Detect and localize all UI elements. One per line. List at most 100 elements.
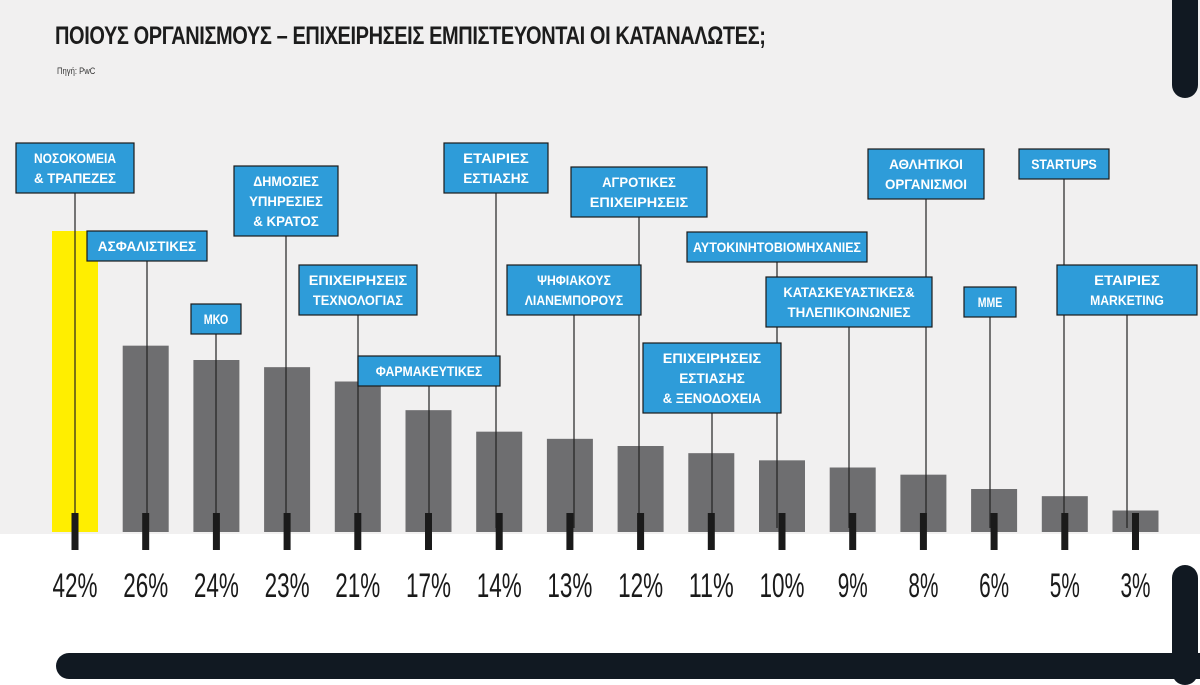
value-label: 17% bbox=[406, 567, 451, 605]
value-label: 26% bbox=[123, 567, 168, 605]
category-label-text: ΟΡΓΑΝΙΣΜΟΙ bbox=[885, 176, 967, 192]
category-label-text: & ΞΕΝΟΔΟΧΕΙΑ bbox=[663, 390, 761, 406]
baseline-marker bbox=[566, 513, 574, 550]
category-label-14: ΜΜΕ bbox=[963, 286, 1017, 318]
source-note: Πηγή: PwC bbox=[57, 66, 96, 76]
baseline-marker bbox=[849, 513, 857, 550]
category-label-box bbox=[765, 276, 933, 328]
category-label-8: ΨΗΦΙΑΚΟΥΣ ΛΙΑΝΕΜΠΟΡΟΥΣ bbox=[506, 264, 642, 316]
category-label-text: ΨΗΦΙΑΚΟΥΣ bbox=[537, 272, 611, 288]
category-label-text: ΕΤΑΙΡΙΕΣ bbox=[463, 150, 529, 166]
value-label: 23% bbox=[265, 567, 310, 605]
baseline-marker bbox=[1061, 513, 1069, 550]
category-label-text: ΤΗΛΕΠΙΚΟΙΝΩΝΙΕΣ bbox=[788, 304, 911, 320]
value-label: 12% bbox=[618, 567, 663, 605]
value-label: 11% bbox=[689, 567, 734, 605]
value-label: 10% bbox=[760, 567, 805, 605]
category-label-box bbox=[443, 142, 549, 194]
category-label-box bbox=[15, 142, 135, 194]
category-label-10: ΕΠΙΧΕΙΡΗΣΕΙΣ ΕΣΤΙΑΣΗΣ & ΞΕΝΟΔΟΧΕΙΑ bbox=[642, 342, 782, 414]
category-label-text: ΕΣΤΙΑΣΗΣ bbox=[463, 170, 529, 186]
category-label-box bbox=[570, 166, 708, 218]
baseline-marker bbox=[1132, 513, 1139, 550]
category-label-box bbox=[506, 264, 642, 316]
category-label-3: ΜΚΟ bbox=[190, 303, 242, 335]
baseline-marker bbox=[707, 513, 715, 550]
baseline-marker bbox=[778, 513, 786, 550]
category-label-text: ΛΙΑΝΕΜΠΟΡΟΥΣ bbox=[525, 292, 623, 308]
bar-2 bbox=[122, 345, 169, 532]
category-label-text: ΤΕΧΝΟΛΟΓΙΑΣ bbox=[313, 292, 403, 308]
value-label: 5% bbox=[1050, 567, 1080, 605]
category-label-text: ΜΜΕ bbox=[978, 294, 1003, 310]
baseline-marker bbox=[212, 513, 220, 550]
category-label-text: & ΤΡΑΠΕΖΕΣ bbox=[34, 170, 116, 186]
category-label-text: ΕΣΤΙΑΣΗΣ bbox=[679, 370, 745, 386]
category-label-text: ΕΤΑΙΡΙΕΣ bbox=[1094, 272, 1160, 288]
baseline-marker bbox=[919, 513, 927, 550]
category-label-box bbox=[86, 230, 208, 262]
category-label-text: ΑΥΤΟΚΙΝΗΤΟΒΙΟΜΗΧΑΝΙΕΣ bbox=[693, 239, 861, 255]
category-label-4: ΔΗΜΟΣΙΕΣ ΥΠΗΡΕΣΙΕΣ & ΚΡΑΤΟΣ bbox=[233, 165, 339, 237]
category-label-box bbox=[1056, 264, 1198, 316]
category-label-box bbox=[642, 342, 782, 414]
category-label-text: ΔΗΜΟΣΙΕΣ bbox=[253, 173, 319, 189]
category-label-11: ΑΥΤΟΚΙΝΗΤΟΒΙΟΜΗΧΑΝΙΕΣ bbox=[686, 231, 868, 263]
decorative-corner-bar-top bbox=[1172, 0, 1198, 98]
category-label-16: ΕΤΑΙΡΙΕΣ MARKETING bbox=[1056, 264, 1198, 316]
baseline-marker bbox=[71, 513, 79, 550]
category-label-box bbox=[298, 264, 418, 316]
category-label-2: ΑΣΦΑΛΙΣΤΙΚΕΣ bbox=[86, 230, 208, 262]
category-label-text: ΝΟΣΟΚΟΜΕΙΑ bbox=[34, 150, 116, 166]
value-label: 3% bbox=[1121, 567, 1151, 605]
baseline-marker bbox=[495, 513, 503, 550]
baseline-marker bbox=[354, 513, 362, 550]
category-labels-layer: ΝΟΣΟΚΟΜΕΙΑ & ΤΡΑΠΕΖΕΣ ΑΣΦΑΛΙΣΤΙΚΕΣ ΜΚΟ ΔΗΜΟΣ… bbox=[15, 142, 1198, 414]
category-label-text: ΥΠΗΡΕΣΙΕΣ bbox=[249, 193, 323, 209]
value-label: 14% bbox=[477, 567, 522, 605]
value-labels-layer: 42% 26% 24% 23% 21% 17% 14% 13% 12% 11% 10% 9% 8% 6% 5… bbox=[53, 567, 1151, 605]
category-label-text: ΑΘΛΗΤΙΚΟΙ bbox=[889, 156, 963, 172]
category-label-box bbox=[1018, 148, 1110, 180]
value-label: 21% bbox=[335, 567, 380, 605]
category-label-text: MARKETING bbox=[1090, 292, 1164, 308]
bar-4 bbox=[264, 367, 311, 532]
category-label-box bbox=[867, 148, 985, 200]
value-label: 13% bbox=[547, 567, 592, 605]
category-label-text: STARTUPS bbox=[1031, 156, 1097, 172]
category-label-1: ΝΟΣΟΚΟΜΕΙΑ & ΤΡΑΠΕΖΕΣ bbox=[15, 142, 135, 194]
category-label-text: ΕΠΙΧΕΙΡΗΣΕΙΣ bbox=[309, 272, 407, 288]
baseline-marker bbox=[637, 513, 645, 550]
category-label-box bbox=[190, 303, 242, 335]
category-label-6: ΦΑΡΜΑΚΕΥΤΙΚΕΣ bbox=[357, 355, 501, 387]
category-label-text: & ΚΡΑΤΟΣ bbox=[253, 213, 319, 229]
baseline-marker bbox=[425, 513, 432, 550]
value-label: 42% bbox=[53, 567, 98, 605]
category-label-text: ΕΠΙΧΕΙΡΗΣΕΙΣ bbox=[663, 350, 761, 366]
value-label: 6% bbox=[979, 567, 1009, 605]
category-label-13: ΑΘΛΗΤΙΚΟΙ ΟΡΓΑΝΙΣΜΟΙ bbox=[867, 148, 985, 200]
category-label-text: ΑΓΡΟΤΙΚΕΣ bbox=[602, 174, 676, 190]
baseline-marker bbox=[142, 513, 150, 550]
chart-title: ΠΟΙΟΥΣ ΟΡΓΑΝΙΣΜΟΥΣ – ΕΠΙΧΕΙΡΗΣΕΙΣ ΕΜΠΙΣΤ… bbox=[55, 22, 766, 50]
category-label-box bbox=[233, 165, 339, 237]
category-label-12: ΚΑΤΑΣΚΕΥΑΣΤΙΚΕΣ&ΤΗΛΕΠΙΚΟΙΝΩΝΙΕΣ bbox=[765, 276, 933, 328]
category-label-7: ΕΤΑΙΡΙΕΣ ΕΣΤΙΑΣΗΣ bbox=[443, 142, 549, 194]
category-label-15: STARTUPS bbox=[1018, 148, 1110, 180]
value-label: 24% bbox=[194, 567, 239, 605]
category-label-text: ΜΚΟ bbox=[204, 311, 229, 327]
value-label: 8% bbox=[908, 567, 938, 605]
category-label-text: ΦΑΡΜΑΚΕΥΤΙΚΕΣ bbox=[376, 363, 483, 379]
category-label-box bbox=[963, 286, 1017, 318]
baseline-marker bbox=[990, 513, 998, 550]
value-label: 9% bbox=[838, 567, 868, 605]
category-label-text: ΕΠΙΧΕΙΡΗΣΕΙΣ bbox=[590, 194, 688, 210]
category-label-9: ΑΓΡΟΤΙΚΕΣ ΕΠΙΧΕΙΡΗΣΕΙΣ bbox=[570, 166, 708, 218]
baseline-marker bbox=[283, 513, 291, 550]
category-label-box bbox=[357, 355, 501, 387]
category-label-text: ΚΑΤΑΣΚΕΥΑΣΤΙΚΕΣ& bbox=[783, 284, 914, 300]
category-label-text: ΑΣΦΑΛΙΣΤΙΚΕΣ bbox=[98, 238, 196, 254]
markers-layer bbox=[71, 513, 1139, 550]
category-label-box bbox=[686, 231, 868, 263]
